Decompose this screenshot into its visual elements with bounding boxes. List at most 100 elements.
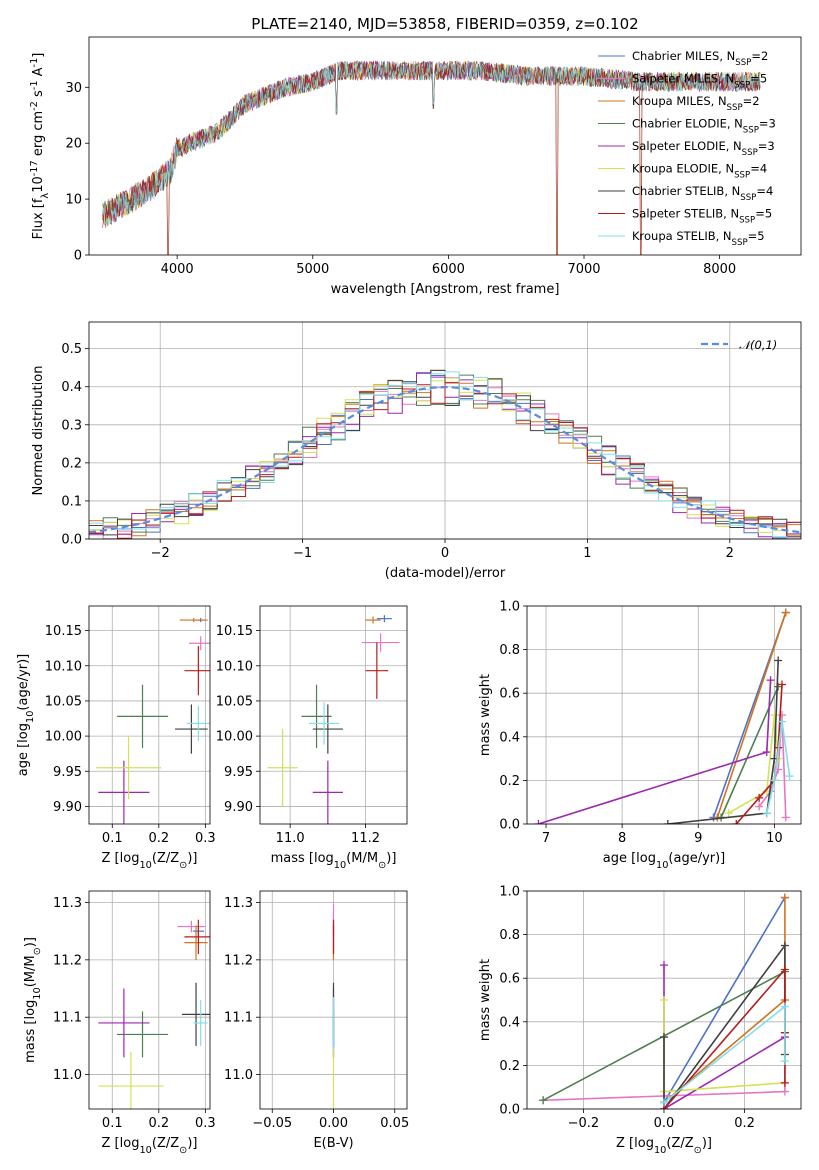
axes-frame (88, 890, 211, 1110)
y-tick-label: 0.5 (61, 342, 82, 357)
plot-area (95, 617, 210, 824)
weight-marker-4 (534, 820, 543, 824)
weight-marker-7 (755, 793, 764, 802)
weight-line-5 (663, 1000, 785, 1093)
legend-label: Chabrier STELIB, NSSP=4 (632, 184, 773, 203)
x-tick-label: 0.2 (734, 1116, 755, 1131)
legend-label: Salpeter MILES, NSSP=5 (632, 72, 767, 91)
plot-area (534, 608, 794, 824)
panel-age-vs-Z: 0.1 0.2 0.3 9.90 9.95 10.00 10.05 10.10 10.15 Z [… (16, 605, 216, 871)
spectrum-line-0 (102, 60, 761, 255)
legend-label: Kroupa STELIB, NSSP=5 (632, 229, 765, 248)
y-tick-label: 11.1 (53, 1011, 82, 1026)
weight-marker-1 (755, 802, 764, 811)
histogram-step-8 (89, 371, 801, 539)
x-axis-label: Z [log10(Z/Z⊙)] (102, 851, 198, 871)
y-tick-label: 0 (74, 249, 82, 264)
y-tick-label: 10.00 (45, 730, 82, 745)
y-tick-label: 9.90 (53, 800, 82, 815)
x-tick-label: 0.2 (148, 1116, 169, 1131)
weight-marker-6 (663, 820, 672, 824)
normal-reference-curve (89, 385, 801, 534)
x-tick-label: 0 (441, 546, 449, 561)
weight-marker-3 (539, 1096, 548, 1105)
x-tick-label: 0.3 (195, 831, 216, 846)
weight-line-0 (663, 897, 786, 1103)
weight-marker-4 (762, 748, 771, 757)
y-tick-label: 0.0 (499, 818, 520, 833)
x-tick-label: 2 (726, 546, 734, 561)
weight-marker-8 (770, 776, 779, 785)
weight-marker-4 (766, 676, 775, 685)
x-tick-label: 9 (694, 831, 702, 846)
weight-marker-7 (780, 965, 789, 974)
x-tick-label: 6000 (432, 262, 465, 277)
y-tick-label: 9.95 (53, 765, 82, 780)
spectrum-line-8 (102, 60, 761, 225)
weight-marker-8 (660, 1098, 668, 1107)
plot-area (89, 369, 801, 539)
x-tick-label: −1 (293, 546, 312, 561)
plot-area (98, 919, 210, 1109)
y-tick-label: 30 (65, 81, 82, 96)
axes-frame (526, 605, 802, 825)
weight-marker-7 (780, 1078, 789, 1087)
weight-marker-5 (770, 711, 779, 719)
y-axis-label: mass weight (478, 674, 493, 756)
legend-label: Salpeter ELODIE, NSSP=3 (632, 139, 775, 158)
x-tick-label: −0.05 (252, 1116, 292, 1131)
weight-marker-7 (777, 680, 786, 689)
x-axis-label: (data-model)/error (385, 566, 506, 581)
y-tick-label: 11.1 (224, 1011, 253, 1026)
x-tick-label: 1 (583, 546, 591, 561)
weight-line-2 (716, 612, 787, 818)
y-tick-label: 0.0 (61, 533, 82, 548)
weight-marker-7 (732, 820, 741, 824)
panel-mass-vs-Z: 0.1 0.2 0.3 11.0 11.1 11.2 11.3 Z [log10(Z/Z⊙)]… (23, 890, 216, 1156)
figure-title: PLATE=2140, MJD=53858, FIBERID=0359, z=0… (251, 15, 638, 33)
axes-frame (526, 890, 802, 1110)
spectrum-line-5 (102, 60, 761, 255)
weight-marker-8 (762, 809, 771, 818)
panel-massweight-vs-age: 7 8 9 10 0.0 0.2 0.4 0.6 0.8 1.0 age [log10(age/yr… (478, 600, 802, 871)
y-tick-label: 20 (65, 137, 82, 152)
weight-marker-6 (780, 941, 789, 950)
y-tick-label: 10.15 (216, 624, 253, 639)
y-tick-label: 0.1 (61, 494, 82, 509)
weight-marker-8 (780, 1057, 789, 1066)
y-tick-label: 0.2 (61, 456, 82, 471)
x-axis-label: Z [log10(Z/Z⊙)] (616, 1136, 712, 1156)
spectrum-line-7 (102, 60, 761, 255)
x-tick-label: 5000 (296, 262, 329, 277)
y-tick-label: 10.15 (45, 624, 82, 639)
legend-label: 𝒩(0,1) (739, 338, 777, 352)
x-tick-label: 0.2 (148, 831, 169, 846)
x-tick-label: 11.0 (276, 831, 305, 846)
plot-area (267, 615, 400, 824)
y-tick-label: 10.00 (216, 730, 253, 745)
weight-line-8 (766, 721, 791, 814)
x-tick-label: 11.2 (351, 831, 380, 846)
y-tick-label: 10.10 (216, 659, 253, 674)
plot-area (102, 60, 761, 255)
x-tick-label: 0.0 (654, 1116, 675, 1131)
y-tick-label: 0.6 (499, 972, 520, 987)
y-tick-label: 11.2 (224, 953, 253, 968)
axes-frame (88, 605, 211, 825)
panel-age-vs-mass: 11.0 11.2 9.90 9.95 10.00 10.05 10.10 10.15 mass… (216, 605, 408, 871)
y-axis-label: Normed distribution (31, 366, 46, 496)
x-axis-label: Z [log10(Z/Z⊙)] (102, 1136, 198, 1156)
panel-massweight-vs-Z: −0.2 0.0 0.2 0.0 0.2 0.4 0.6 0.8 1.0 Z [log10(Z/Z… (478, 885, 802, 1156)
y-axis-label: mass [log10(M/M⊙)] (23, 937, 43, 1063)
x-tick-label: 8000 (703, 262, 736, 277)
x-tick-label: −2 (151, 546, 170, 561)
weight-marker-8 (777, 717, 786, 726)
panel-mass-vs-EBV: −0.05 0.00 0.05 11.0 11.1 11.2 11.3 E(B-V) (224, 890, 409, 1151)
y-axis-label: Flux [fλ10-17 erg cm-2 s-1 A-1] (29, 53, 51, 240)
weight-marker-6 (774, 656, 783, 665)
y-tick-label: 11.2 (53, 953, 82, 968)
weight-marker-1 (780, 1087, 789, 1096)
weight-marker-2 (780, 893, 789, 902)
weight-marker-2 (781, 608, 790, 617)
